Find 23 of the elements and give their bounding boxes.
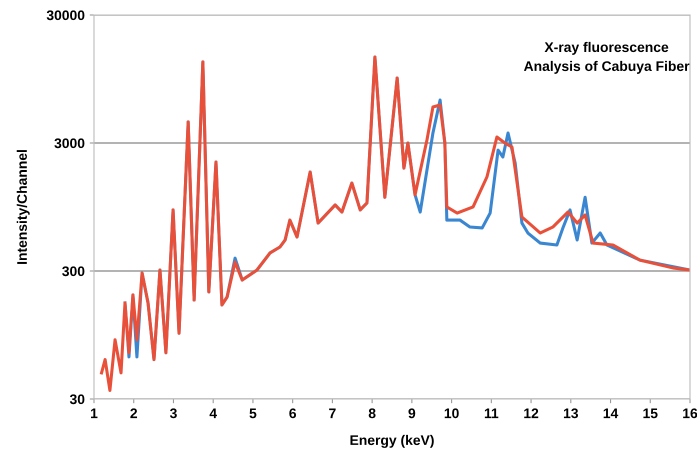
- x-tick-label: 8: [368, 408, 376, 418]
- x-tick-label: 15: [643, 408, 658, 418]
- y-tick-label: 30: [70, 394, 84, 404]
- x-tick-label: 13: [564, 408, 578, 418]
- x-tick-label: 1: [91, 408, 98, 418]
- x-tick-label: 12: [524, 408, 538, 418]
- x-tick-label: 9: [408, 408, 416, 418]
- x-tick-label: 11: [484, 408, 498, 418]
- x-tick-label: 14: [604, 408, 618, 418]
- x-tick-label: 2: [130, 408, 138, 418]
- y-tick-label: 300: [62, 266, 84, 276]
- x-tick-label: 6: [289, 408, 296, 418]
- y-tick-label: 30000: [46, 10, 84, 20]
- x-tick-label: 7: [329, 408, 336, 418]
- x-tick-label: 3: [170, 408, 177, 418]
- y-tick-label: 3000: [54, 138, 84, 148]
- annotation: X-ray fluorescence Analysis of Cabuya Fiber: [524, 42, 690, 74]
- y-axis-title: Intensity/Channel: [16, 150, 30, 264]
- x-tick-label: 16: [683, 408, 697, 418]
- x-tick-label: 5: [250, 408, 256, 418]
- x-tick-label: 10: [444, 408, 459, 418]
- x-tick-label: 4: [210, 408, 217, 418]
- x-axis-title: Energy (keV): [350, 434, 434, 448]
